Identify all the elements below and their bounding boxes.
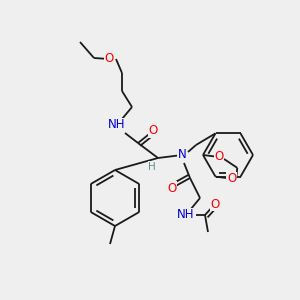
Text: O: O (210, 197, 220, 211)
Text: H: H (148, 162, 156, 172)
Text: NH: NH (108, 118, 126, 131)
Text: O: O (227, 172, 236, 185)
Text: N: N (178, 148, 186, 161)
Text: O: O (148, 124, 158, 137)
Text: O: O (167, 182, 177, 194)
Text: NH: NH (177, 208, 195, 221)
Text: O: O (214, 151, 224, 164)
Text: O: O (104, 52, 114, 65)
